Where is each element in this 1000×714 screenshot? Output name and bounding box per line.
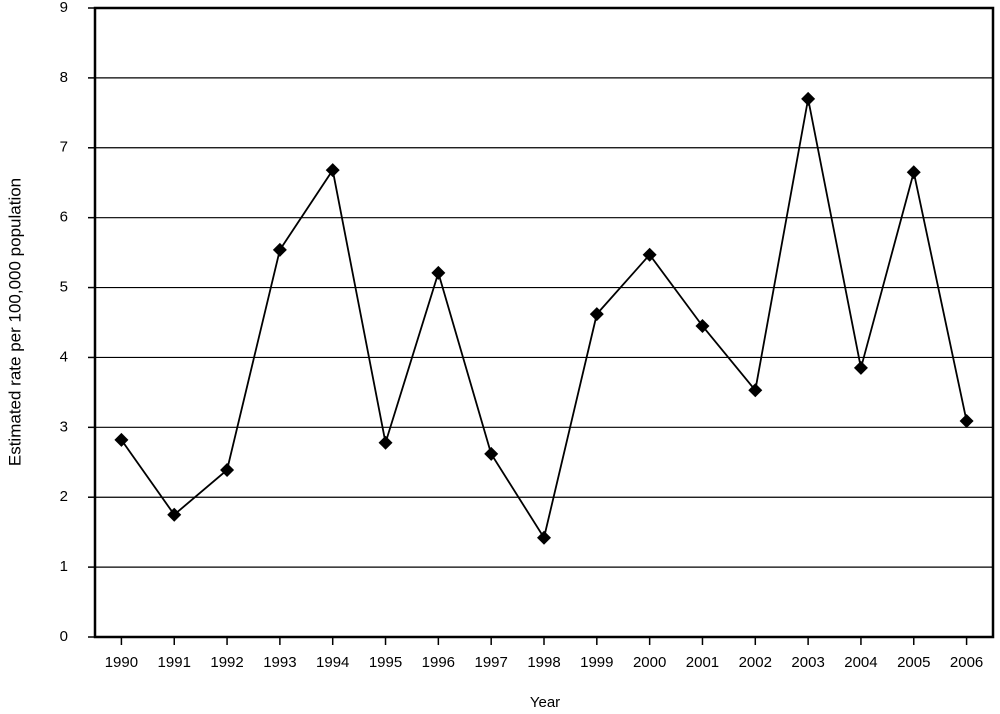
point-marker <box>114 432 129 447</box>
y-tick-label: 3 <box>60 418 68 435</box>
point-marker <box>906 165 921 180</box>
x-tick-label: 2002 <box>739 654 772 671</box>
point-marker <box>220 462 235 477</box>
y-tick-label: 9 <box>60 0 68 16</box>
x-tick-label: 2003 <box>791 654 824 671</box>
x-tick-label: 2001 <box>686 654 719 671</box>
x-tick-label: 1995 <box>369 654 402 671</box>
point-marker <box>642 247 657 262</box>
point-marker <box>801 91 816 106</box>
y-tick-label: 4 <box>60 348 68 365</box>
point-marker <box>325 163 340 178</box>
y-tick-label: 0 <box>60 628 68 645</box>
line <box>120 98 968 541</box>
x-tick-label: 1990 <box>105 654 138 671</box>
point-marker <box>272 242 287 257</box>
point-marker <box>537 530 551 545</box>
y-axis-label: Estimated rate per 100,000 population <box>5 178 24 466</box>
y-tick-label: 1 <box>60 558 68 575</box>
x-tick-label: 2000 <box>633 654 666 671</box>
point-marker <box>695 318 710 333</box>
x-tick-label: 1991 <box>158 654 191 671</box>
point-marker <box>431 265 446 280</box>
x-tick-label: 2004 <box>844 654 877 671</box>
x-tick-label: 1992 <box>210 654 243 671</box>
point-marker <box>378 435 393 450</box>
point-marker <box>589 307 604 322</box>
x-tick-label: 1999 <box>580 654 613 671</box>
y-tick-label: 2 <box>60 488 68 505</box>
point-marker <box>853 360 868 375</box>
x-tick-label: 1996 <box>422 654 455 671</box>
x-tick-label: 2005 <box>897 654 930 671</box>
y-tick-label: 8 <box>60 69 68 86</box>
x-tick-label: 2006 <box>950 654 983 671</box>
x-tick-label: 1993 <box>263 654 296 671</box>
y-tick-label: 7 <box>60 139 68 156</box>
point-marker <box>748 383 763 398</box>
y-tick-label: 6 <box>60 209 68 226</box>
point-marker <box>167 507 182 522</box>
point-marker <box>484 446 499 461</box>
x-tick-label: 1997 <box>474 654 507 671</box>
x-axis-label: Year <box>530 694 560 711</box>
point-marker <box>959 414 974 429</box>
x-tick-label: 1998 <box>527 654 560 671</box>
y-tick-label: 5 <box>60 279 68 296</box>
x-tick-label: 1994 <box>316 654 349 671</box>
